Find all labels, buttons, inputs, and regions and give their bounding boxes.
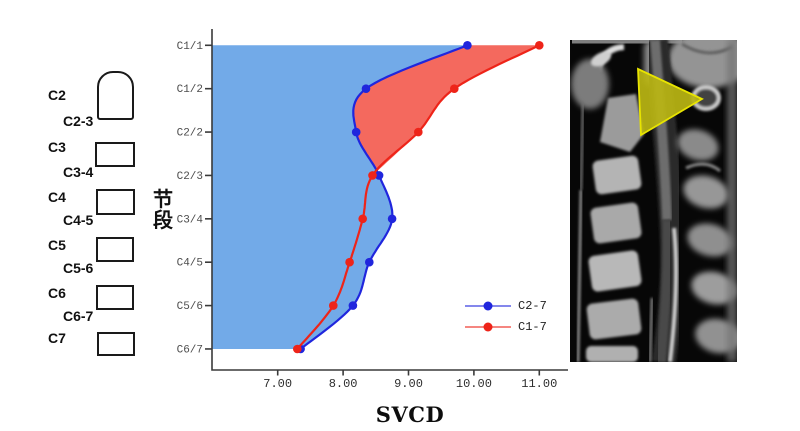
series-c2-7-point: [387, 214, 397, 224]
vertebra-shape-c6: [96, 285, 134, 310]
legend-entry: C1-7: [465, 316, 547, 337]
series-c2-7-point: [463, 41, 472, 50]
y-tick-label: C1/2: [177, 84, 203, 96]
legend-label: C2-7: [518, 298, 547, 313]
series-c2-7-line: [299, 44, 469, 351]
series-c2-7-point: [351, 127, 361, 137]
y-tick-label: C6/7: [177, 344, 203, 356]
mri-image: [570, 40, 737, 362]
y-tick-label: C2/3: [177, 171, 203, 183]
vertebra-label-c4: C4: [48, 189, 66, 205]
y-tick-label: C4/5: [177, 258, 203, 270]
x-tick-label: 9.00: [394, 377, 423, 391]
vertebra-label-c6: C6: [48, 285, 66, 301]
annotation-triangle-icon: [637, 67, 704, 137]
x-tick-label: 7.00: [263, 377, 292, 391]
x-tick-label: 11.00: [521, 377, 557, 391]
mri-posterior-elements: [677, 40, 737, 362]
vertebra-label-c2-3: C2-3: [63, 113, 94, 129]
legend-dot: [483, 322, 493, 331]
legend-dot: [483, 301, 493, 310]
legend-marker-icon: [465, 301, 511, 310]
legend-label: C1-7: [518, 319, 547, 334]
legend-marker-icon: [465, 322, 511, 331]
series-c1-7-point: [293, 344, 302, 354]
y-tick-label: C5/6: [177, 301, 203, 313]
legend-entry: C2-7: [465, 295, 547, 316]
vertebra-label-c5: C5: [48, 237, 66, 253]
series-c1-7-point: [414, 127, 423, 137]
series-c1-7-point: [345, 257, 354, 267]
vertebra-label-c5-6: C5-6: [63, 260, 94, 276]
x-axis-title: SVCD: [375, 402, 445, 427]
series-c2-7-point: [365, 257, 374, 267]
y-axis-title: 节段: [153, 187, 173, 232]
series-c2-7-point: [374, 171, 384, 180]
series-c1-7-point: [450, 84, 459, 93]
series-c1-7-line: [296, 44, 541, 351]
vertebra-label-c3-4: C3-4: [63, 164, 94, 180]
series-c1-7-point: [368, 171, 377, 180]
vertebra-label-c6-7: C6-7: [63, 308, 94, 324]
vertebra-shape-c7: [97, 332, 135, 356]
vertebra-label-c7: C7: [48, 330, 66, 346]
series-c2-7-point: [361, 84, 371, 93]
vertebra-shape-c4: [96, 189, 135, 215]
vertebra-label-c4-5: C4-5: [63, 212, 94, 228]
vertebra-label-c2: C2: [48, 87, 66, 103]
vertebra-shape-c5: [96, 237, 134, 262]
vertebra-shape-c3: [95, 142, 135, 167]
vertebra-label-c3: C3: [48, 139, 66, 155]
series-fill-c2-7: [212, 45, 468, 350]
mri-vertebral-column: [576, 94, 644, 362]
y-tick-label: C2/2: [177, 128, 203, 140]
series-c2-7-point: [348, 301, 358, 310]
x-tick-label: 8.00: [329, 377, 358, 391]
axis-frame: [211, 29, 568, 371]
series-c1-7-point: [329, 301, 338, 310]
vertebra-shape-c2: [97, 71, 134, 120]
series-fill-c1-7: [353, 45, 540, 176]
x-tick-label: 10.00: [456, 377, 492, 391]
series-c1-7-point: [358, 214, 368, 224]
chart-legend: C2-7 C1-7: [465, 295, 547, 337]
series-c1-7-point: [535, 41, 544, 50]
vertebra-diagram: C2 C2-3 C3 C3-4 C4 C4-5 C5 C5-6 C6 C6-7 C7: [0, 0, 200, 431]
y-tick-label: C3/4: [177, 214, 204, 226]
y-tick-label: C1/1: [177, 41, 204, 53]
